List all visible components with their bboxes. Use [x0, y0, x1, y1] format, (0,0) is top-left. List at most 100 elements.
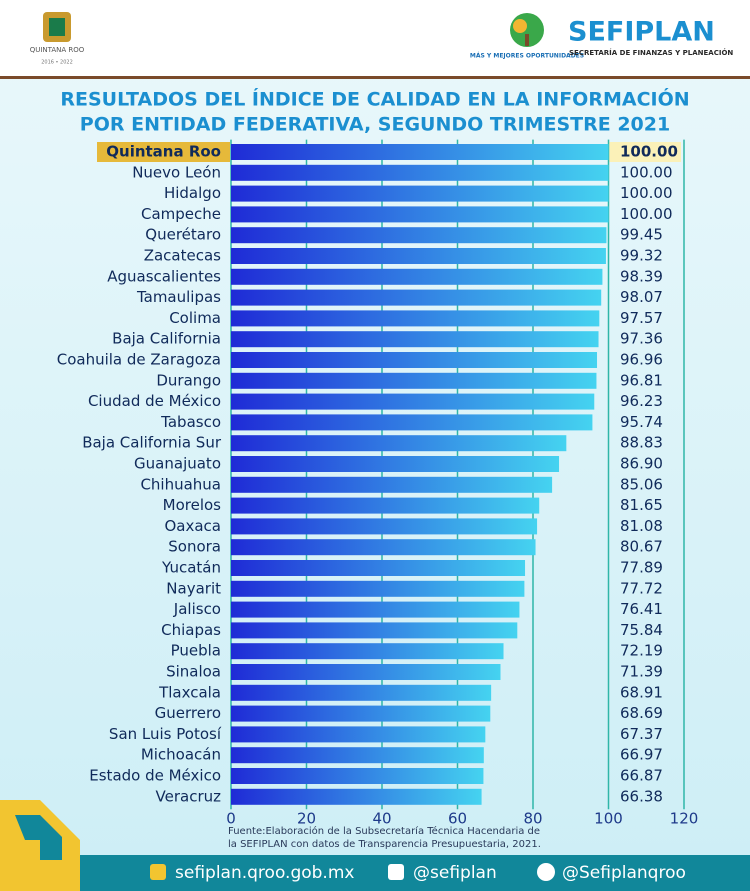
- corner-logo-inner: [15, 815, 62, 860]
- bar: [231, 289, 602, 306]
- x-tick-label: 120: [670, 810, 699, 828]
- highlight-label: [97, 142, 230, 162]
- value-label: 100.00: [620, 205, 673, 223]
- x-tick-label: 40: [372, 810, 391, 828]
- bar: [231, 372, 597, 389]
- bar: [231, 560, 526, 576]
- value-label: 86.90: [620, 455, 663, 473]
- state-years: 2016 • 2022: [41, 60, 73, 66]
- bar: [231, 476, 553, 493]
- web-icon: [150, 864, 166, 880]
- footer-facebook[interactable]: @sefiplan: [413, 863, 497, 883]
- value-label: 81.65: [620, 496, 663, 514]
- y-tick-label: Aguascalientes: [107, 267, 221, 285]
- bar: [231, 435, 567, 452]
- y-tick-label: Hidalgo: [164, 184, 221, 202]
- y-tick-label: Querétaro: [145, 226, 221, 244]
- x-tick-label: 0: [226, 810, 236, 828]
- value-label: 66.87: [620, 767, 663, 785]
- brand-subtitle: SECRETARÍA DE FINANZAS Y PLANEACIÓN: [569, 48, 733, 57]
- y-tick-label: Coahuila de Zaragoza: [57, 351, 221, 369]
- bar: [231, 643, 504, 660]
- bar: [231, 185, 609, 202]
- footer-band: [0, 855, 750, 891]
- value-label: 95.74: [620, 413, 663, 431]
- y-tick-label: Ciudad de México: [88, 392, 221, 410]
- x-tick-label: 80: [523, 810, 542, 828]
- bar: [231, 664, 501, 680]
- y-tick-label: Tamaulipas: [136, 288, 221, 306]
- y-tick-label: Zacatecas: [144, 247, 221, 265]
- value-label: 97.36: [620, 330, 663, 348]
- footer-twitter[interactable]: @Sefiplanqroo: [562, 863, 686, 883]
- y-tick-label: Tabasco: [160, 413, 221, 431]
- value-label: 77.89: [620, 559, 663, 577]
- bar: [231, 684, 492, 701]
- sefiplan-logo: MÁS Y MEJORES OPORTUNIDADES SEFIPLAN SEC…: [470, 13, 733, 60]
- value-label: 80.67: [620, 538, 663, 556]
- footer-website[interactable]: sefiplan.qroo.gob.mx: [175, 863, 354, 883]
- y-tick-label: Chihuahua: [140, 475, 221, 493]
- value-label: 85.06: [620, 475, 663, 493]
- value-label: 97.57: [620, 309, 663, 327]
- y-tick-label: Campeche: [141, 205, 221, 223]
- bar: [231, 331, 599, 348]
- value-label: 66.97: [620, 746, 663, 764]
- value-label: 99.45: [620, 226, 663, 244]
- x-tick-label: 60: [448, 810, 467, 828]
- slogan: MÁS Y MEJORES OPORTUNIDADES: [470, 53, 584, 60]
- y-tick-label: Tlaxcala: [158, 683, 221, 701]
- bar: [231, 268, 603, 285]
- y-tick-label: Jalisco: [173, 600, 221, 618]
- value-label: 88.83: [620, 434, 663, 452]
- highlight-value: [609, 142, 681, 162]
- y-tick-label: Baja California: [112, 330, 221, 348]
- y-tick-label: Puebla: [171, 642, 221, 660]
- bar: [231, 227, 607, 244]
- value-label: 75.84: [620, 621, 663, 639]
- value-label: 100.00: [620, 163, 673, 181]
- x-tick-label: 20: [297, 810, 316, 828]
- bar: [231, 601, 520, 618]
- header-band: [0, 0, 750, 76]
- bar: [231, 248, 606, 264]
- y-tick-label: Baja California Sur: [82, 434, 222, 452]
- value-label: 96.81: [620, 371, 663, 389]
- y-tick-label: Guanajuato: [134, 455, 221, 473]
- y-tick-label: Durango: [156, 371, 221, 389]
- bar: [231, 164, 609, 181]
- state-logo: QUINTANA ROO 2016 • 2022: [30, 12, 85, 66]
- bar: [231, 456, 560, 472]
- value-label: 99.32: [620, 247, 663, 265]
- bar: [231, 726, 486, 743]
- value-label: 77.72: [620, 579, 663, 597]
- bar: [231, 580, 525, 597]
- bar: [231, 393, 595, 410]
- value-label: 67.37: [620, 725, 663, 743]
- value-label: 100.00: [620, 143, 678, 161]
- twitter-icon: [537, 863, 555, 881]
- value-label: 71.39: [620, 663, 663, 681]
- y-tick-label: Estado de México: [89, 767, 221, 785]
- value-label: 66.38: [620, 787, 663, 805]
- value-label: 96.23: [620, 392, 663, 410]
- y-tick-label: Chiapas: [161, 621, 221, 639]
- x-tick-label: 100: [594, 810, 623, 828]
- value-label: 68.91: [620, 683, 663, 701]
- facebook-icon: [388, 864, 404, 880]
- value-label: 68.69: [620, 704, 663, 722]
- bar: [231, 788, 482, 805]
- y-tick-label: Yucatán: [161, 559, 221, 577]
- y-tick-label: Oaxaca: [164, 517, 221, 535]
- state-name: QUINTANA ROO: [30, 46, 85, 54]
- header-rule: [0, 76, 750, 79]
- bar: [231, 144, 609, 160]
- y-tick-label: Morelos: [163, 496, 222, 514]
- value-label: 81.08: [620, 517, 663, 535]
- y-tick-label: Veracruz: [156, 787, 222, 805]
- y-tick-label: Sonora: [168, 538, 221, 556]
- value-label: 98.07: [620, 288, 663, 306]
- y-tick-label: Guerrero: [155, 704, 221, 722]
- brand: SEFIPLAN: [568, 17, 715, 48]
